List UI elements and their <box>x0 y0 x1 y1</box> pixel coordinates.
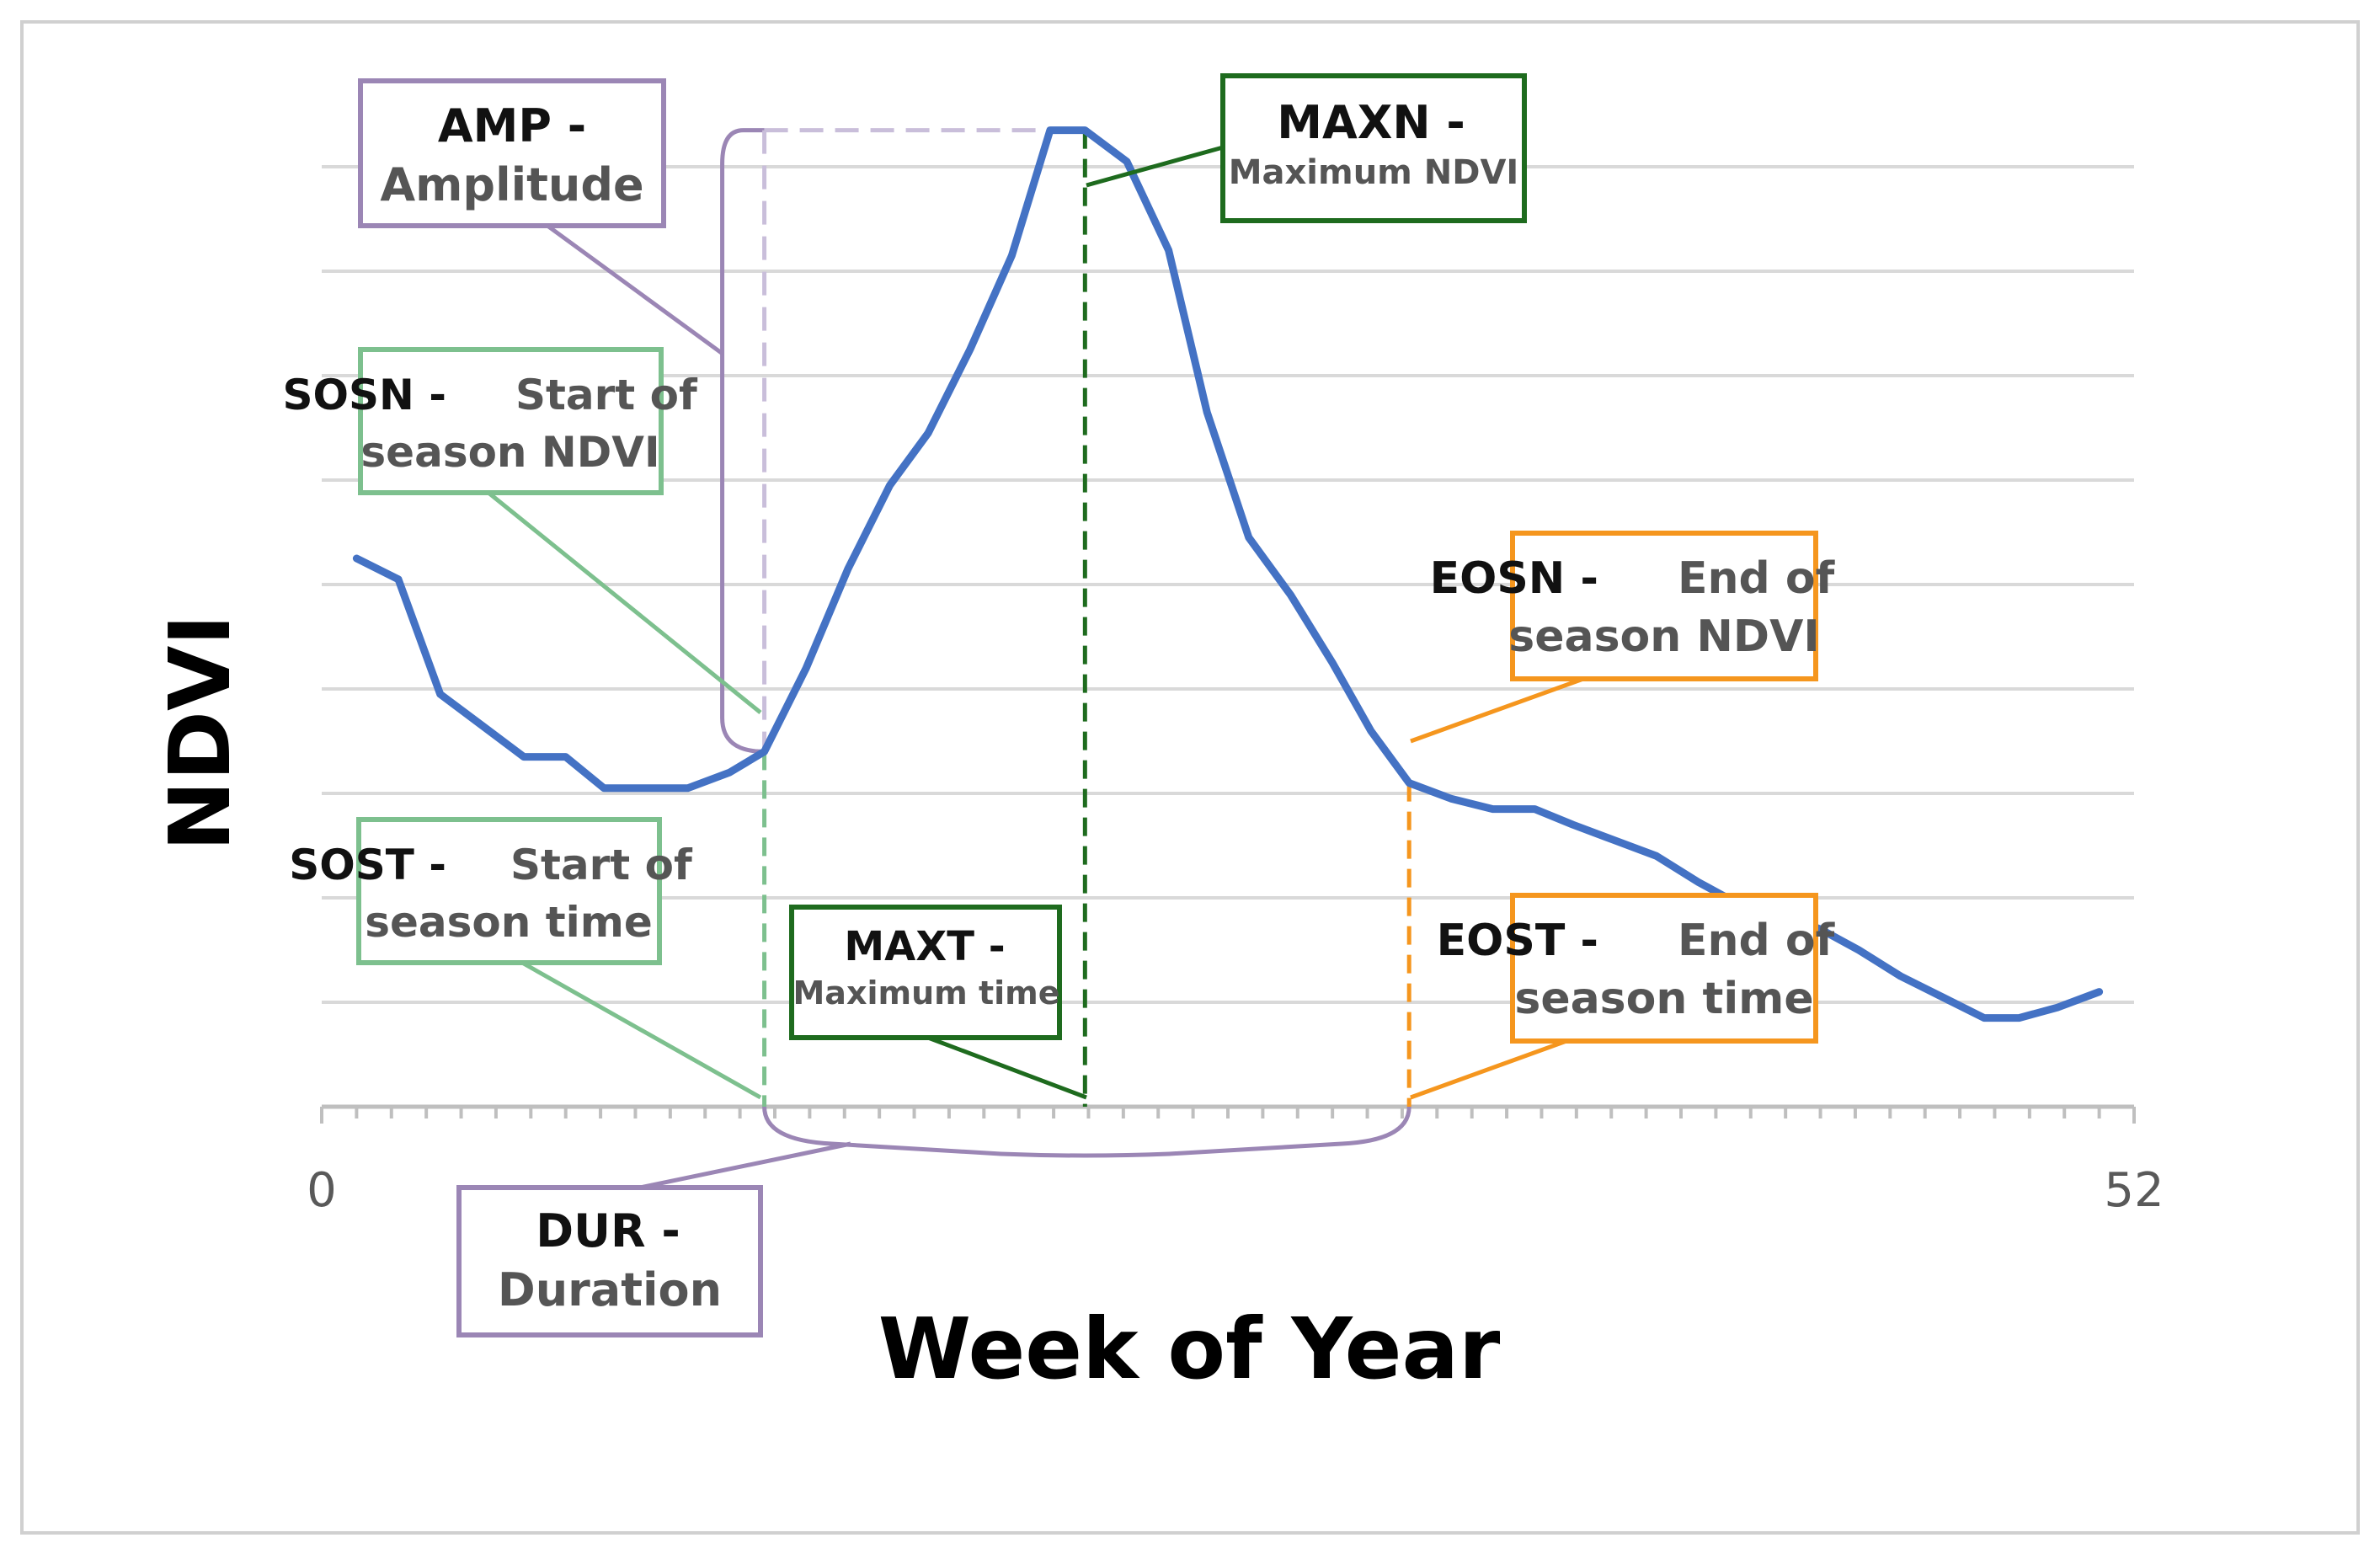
sost-subtitle-2: season time <box>365 898 653 947</box>
sost-subtitle: Start of <box>510 841 693 889</box>
sosn-title: SOSN - <box>282 371 446 419</box>
sosn-subtitle: Start of <box>515 371 698 419</box>
eost-title: EOST - <box>1437 916 1598 966</box>
dur-subtitle: Duration <box>498 1263 722 1316</box>
sost-title: SOST - <box>289 841 446 889</box>
eost-subtitle-2: season time <box>1514 974 1813 1024</box>
eosn-subtitle: End of <box>1678 553 1836 604</box>
maxn-subtitle: Maximum NDVI <box>1229 153 1519 192</box>
amp-subtitle: Amplitude <box>380 158 643 211</box>
x-tick-label-min: 0 <box>307 1163 337 1218</box>
maxt-subtitle: Maximum time <box>792 974 1059 1012</box>
y-axis-label: NDVI <box>151 614 249 851</box>
maxn-title: MAXN - <box>1277 96 1465 149</box>
maxt-title: MAXT - <box>844 923 1005 970</box>
sosn-subtitle-2: season NDVI <box>360 428 659 477</box>
x-tick-label-max: 52 <box>2104 1163 2164 1218</box>
eosn-title: EOSN - <box>1430 553 1598 604</box>
amp-title: AMP - <box>438 99 586 152</box>
eost-subtitle: End of <box>1678 916 1836 966</box>
eosn-subtitle-2: season NDVI <box>1508 611 1819 662</box>
x-axis-label: Week of Year <box>878 1300 1501 1398</box>
dur-title: DUR - <box>536 1204 680 1257</box>
